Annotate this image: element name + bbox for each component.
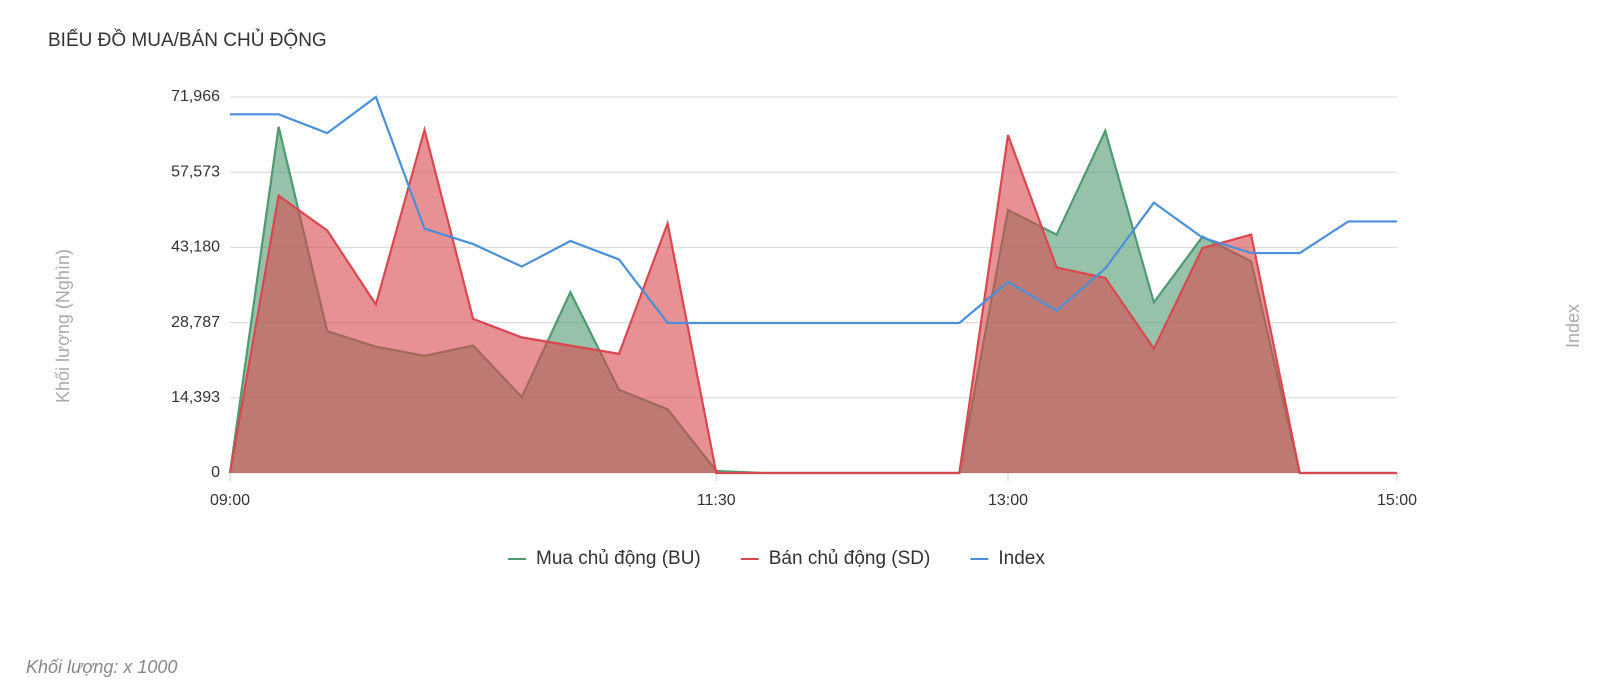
legend-label: Mua chủ động (BU) (536, 548, 701, 569)
x-tick-label: 09:00 (210, 492, 250, 509)
legend-label: Bán chủ động (SD) (769, 548, 931, 569)
y2-axis-title: Index (1563, 304, 1583, 348)
y-axis-title: Khối lượng (Nghìn) (53, 249, 73, 403)
y-tick-label: 71,966 (171, 88, 220, 105)
legend-label: Index (998, 548, 1045, 569)
area-fill (230, 129, 1397, 473)
x-tick-label: 13:00 (988, 492, 1028, 509)
y-tick-label: 43,180 (171, 239, 220, 256)
x-tick-label: 15:00 (1377, 492, 1417, 509)
series-line (230, 95, 1397, 325)
y-tick-label: 0 (211, 464, 220, 481)
footnote: Khối lượng: x 1000 (26, 657, 177, 677)
x-tick-label: 11:30 (697, 492, 736, 509)
chart-title: BIỂU ĐỒ MUA/BÁN CHỦ ĐỘNG (48, 29, 327, 51)
y-tick-label: 28,787 (171, 314, 220, 331)
series-line (228, 125, 1397, 475)
y-tick-label: 14,393 (171, 389, 220, 406)
y-tick-label: 57,573 (171, 163, 220, 180)
